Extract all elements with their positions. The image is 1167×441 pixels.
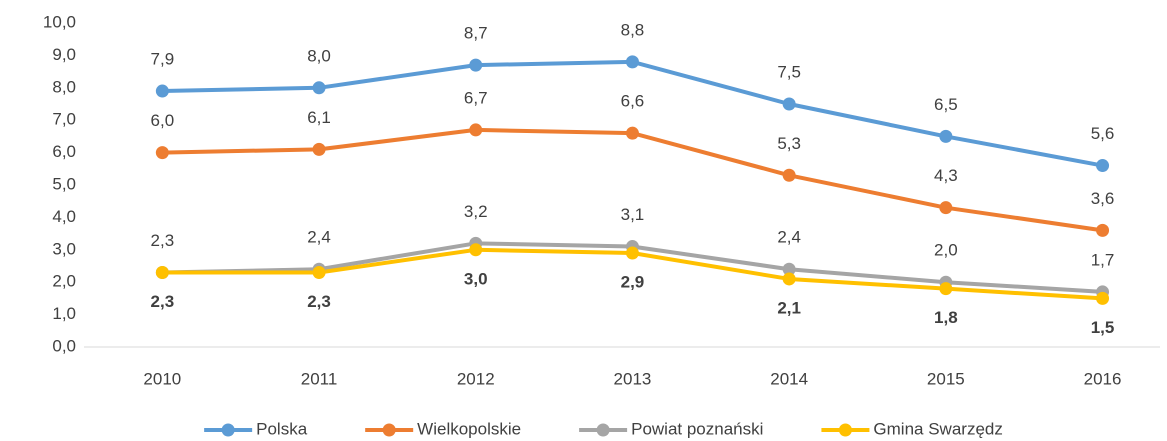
legend-marker xyxy=(221,423,235,437)
data-point xyxy=(1096,291,1110,305)
data-point xyxy=(782,262,796,276)
data-label: 6,7 xyxy=(464,88,488,107)
data-label: 4,3 xyxy=(934,166,958,185)
data-point xyxy=(155,146,169,160)
legend-label: Wielkopolskie xyxy=(417,419,521,438)
x-tick-label: 2010 xyxy=(143,369,181,388)
data-label: 1,8 xyxy=(934,308,958,327)
data-label: 2,1 xyxy=(777,298,801,317)
data-label: 8,7 xyxy=(464,24,488,43)
data-label: 3,2 xyxy=(464,202,488,221)
data-point xyxy=(312,265,326,279)
data-label: 1,5 xyxy=(1091,318,1115,337)
y-tick-label: 10,0 xyxy=(43,12,76,31)
data-label: 5,6 xyxy=(1091,124,1115,143)
data-point xyxy=(939,282,953,296)
x-tick-label: 2014 xyxy=(770,369,808,388)
data-label: 2,3 xyxy=(307,292,331,311)
y-tick-label: 7,0 xyxy=(52,110,76,129)
data-point xyxy=(1096,159,1110,173)
y-tick-label: 1,0 xyxy=(52,304,76,323)
legend-marker xyxy=(838,423,852,437)
data-point xyxy=(312,142,326,156)
data-point xyxy=(312,81,326,95)
legend-label: Gmina Swarzędz xyxy=(873,419,1002,438)
data-point xyxy=(625,126,639,140)
y-tick-label: 2,0 xyxy=(52,272,76,291)
data-label: 6,5 xyxy=(934,95,958,114)
data-label: 2,4 xyxy=(307,228,331,247)
data-label: 7,9 xyxy=(151,50,175,69)
y-tick-label: 3,0 xyxy=(52,239,76,258)
data-point xyxy=(155,84,169,98)
data-label: 2,0 xyxy=(934,241,958,260)
x-tick-label: 2013 xyxy=(614,369,652,388)
data-label: 3,0 xyxy=(464,269,488,288)
y-tick-label: 5,0 xyxy=(52,174,76,193)
data-label: 8,0 xyxy=(307,46,331,65)
data-label: 2,4 xyxy=(777,228,801,247)
data-label: 1,7 xyxy=(1091,250,1115,269)
data-point xyxy=(782,97,796,111)
x-tick-label: 2016 xyxy=(1084,369,1122,388)
y-tick-label: 0,0 xyxy=(52,336,76,355)
data-label: 7,5 xyxy=(777,62,801,81)
x-tick-label: 2011 xyxy=(301,369,338,388)
legend-label: Polska xyxy=(256,419,308,438)
data-label: 6,0 xyxy=(151,111,175,130)
x-tick-label: 2012 xyxy=(457,369,495,388)
data-point xyxy=(469,243,483,257)
legend-marker xyxy=(596,423,610,437)
data-label: 3,6 xyxy=(1091,189,1115,208)
y-tick-label: 9,0 xyxy=(52,45,76,64)
data-label: 3,1 xyxy=(621,205,645,224)
data-point xyxy=(625,246,639,260)
data-label: 6,1 xyxy=(307,108,331,127)
data-point xyxy=(469,58,483,72)
data-point xyxy=(625,55,639,69)
data-point xyxy=(782,272,796,286)
y-tick-label: 4,0 xyxy=(52,207,76,226)
data-point xyxy=(155,265,169,279)
data-point xyxy=(939,201,953,215)
data-point xyxy=(782,168,796,182)
data-label: 8,8 xyxy=(621,20,645,39)
data-label: 2,3 xyxy=(151,292,175,311)
data-label: 5,3 xyxy=(777,134,801,153)
data-label: 6,6 xyxy=(621,92,645,111)
y-tick-label: 8,0 xyxy=(52,77,76,96)
data-label: 2,3 xyxy=(151,231,175,250)
data-point xyxy=(939,129,953,143)
y-tick-label: 6,0 xyxy=(52,142,76,161)
data-point xyxy=(469,123,483,137)
legend-label: Powiat poznański xyxy=(631,419,763,438)
data-point xyxy=(1096,223,1110,237)
x-tick-label: 2015 xyxy=(927,369,965,388)
data-label: 2,9 xyxy=(621,273,645,292)
legend-marker xyxy=(382,423,396,437)
